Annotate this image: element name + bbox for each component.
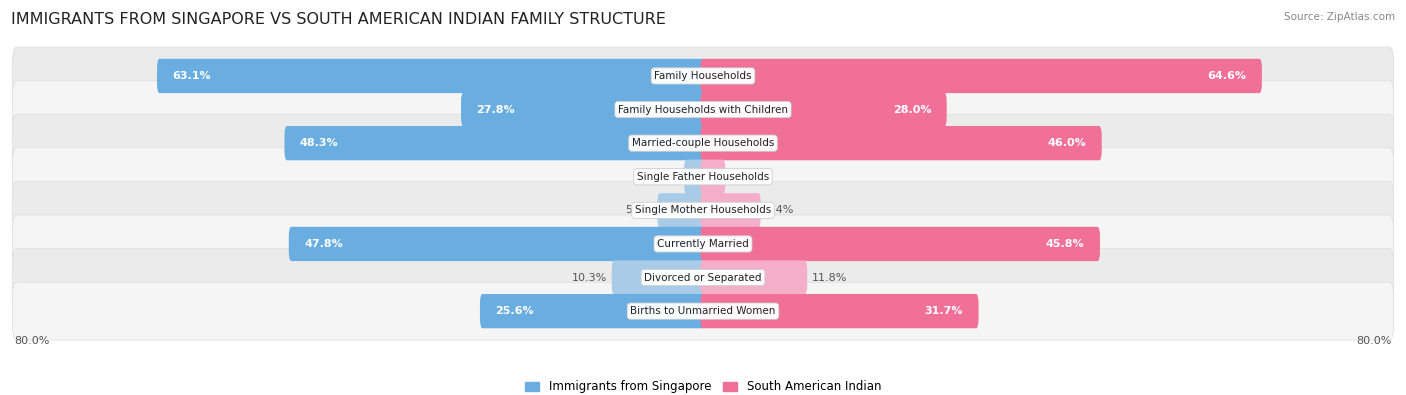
FancyBboxPatch shape xyxy=(13,148,1393,206)
Text: 80.0%: 80.0% xyxy=(14,336,49,346)
FancyBboxPatch shape xyxy=(658,193,706,228)
Text: 11.8%: 11.8% xyxy=(811,273,846,282)
FancyBboxPatch shape xyxy=(284,126,706,160)
Text: 25.6%: 25.6% xyxy=(495,306,534,316)
FancyBboxPatch shape xyxy=(13,81,1393,139)
Text: Married-couple Households: Married-couple Households xyxy=(631,138,775,148)
Text: Family Households with Children: Family Households with Children xyxy=(619,105,787,115)
Text: Divorced or Separated: Divorced or Separated xyxy=(644,273,762,282)
FancyBboxPatch shape xyxy=(157,59,706,93)
FancyBboxPatch shape xyxy=(13,248,1393,307)
FancyBboxPatch shape xyxy=(700,294,979,328)
Text: IMMIGRANTS FROM SINGAPORE VS SOUTH AMERICAN INDIAN FAMILY STRUCTURE: IMMIGRANTS FROM SINGAPORE VS SOUTH AMERI… xyxy=(11,12,666,27)
FancyBboxPatch shape xyxy=(288,227,706,261)
FancyBboxPatch shape xyxy=(13,215,1393,273)
Text: 63.1%: 63.1% xyxy=(173,71,211,81)
Text: 5.0%: 5.0% xyxy=(624,205,652,215)
Text: 46.0%: 46.0% xyxy=(1047,138,1087,148)
FancyBboxPatch shape xyxy=(700,193,761,228)
FancyBboxPatch shape xyxy=(13,47,1393,105)
FancyBboxPatch shape xyxy=(700,260,807,295)
Text: Family Households: Family Households xyxy=(654,71,752,81)
FancyBboxPatch shape xyxy=(685,160,706,194)
Text: Source: ZipAtlas.com: Source: ZipAtlas.com xyxy=(1284,12,1395,22)
FancyBboxPatch shape xyxy=(700,92,946,127)
Text: 28.0%: 28.0% xyxy=(893,105,931,115)
Text: Single Father Households: Single Father Households xyxy=(637,172,769,182)
FancyBboxPatch shape xyxy=(461,92,706,127)
FancyBboxPatch shape xyxy=(13,282,1393,340)
FancyBboxPatch shape xyxy=(479,294,706,328)
Text: 1.9%: 1.9% xyxy=(651,172,679,182)
FancyBboxPatch shape xyxy=(700,126,1102,160)
FancyBboxPatch shape xyxy=(612,260,706,295)
Text: Currently Married: Currently Married xyxy=(657,239,749,249)
FancyBboxPatch shape xyxy=(700,160,725,194)
Text: 47.8%: 47.8% xyxy=(304,239,343,249)
FancyBboxPatch shape xyxy=(700,59,1263,93)
Text: 64.6%: 64.6% xyxy=(1208,71,1246,81)
Legend: Immigrants from Singapore, South American Indian: Immigrants from Singapore, South America… xyxy=(520,376,886,395)
Text: 31.7%: 31.7% xyxy=(925,306,963,316)
FancyBboxPatch shape xyxy=(13,181,1393,239)
Text: 27.8%: 27.8% xyxy=(477,105,515,115)
Text: 2.3%: 2.3% xyxy=(730,172,758,182)
Text: 10.3%: 10.3% xyxy=(572,273,607,282)
Text: Births to Unmarried Women: Births to Unmarried Women xyxy=(630,306,776,316)
Text: 80.0%: 80.0% xyxy=(1357,336,1392,346)
Text: Single Mother Households: Single Mother Households xyxy=(636,205,770,215)
FancyBboxPatch shape xyxy=(700,227,1099,261)
Text: 48.3%: 48.3% xyxy=(299,138,339,148)
FancyBboxPatch shape xyxy=(13,114,1393,172)
Text: 6.4%: 6.4% xyxy=(765,205,793,215)
Text: 45.8%: 45.8% xyxy=(1046,239,1084,249)
